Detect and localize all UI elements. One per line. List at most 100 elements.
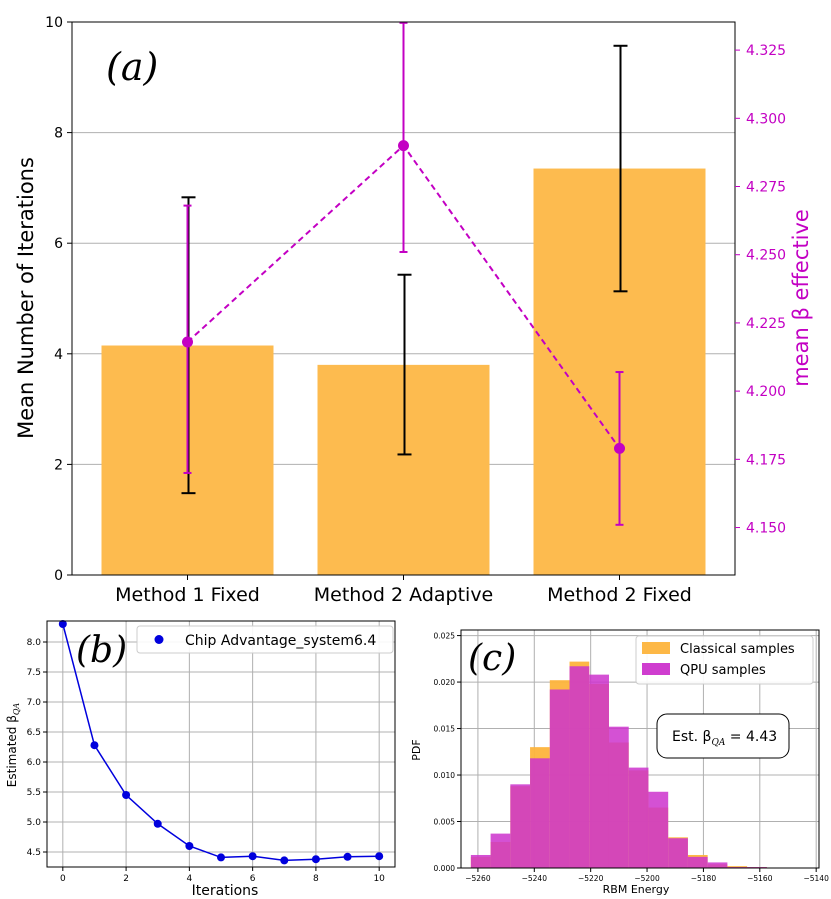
c-xtick-label-5: −5160 — [747, 874, 773, 883]
b-y-axis-ticks: 4.5 5.0 5.5 6.0 6.5 7.0 7.5 8.0 — [27, 638, 47, 858]
b-x-axis-label: Iterations — [192, 883, 259, 899]
a-rtick-label-7: 4.325 — [746, 43, 786, 59]
a-xtick-label-0: Method 1 Fixed — [115, 584, 260, 606]
c-hist-bar-qpu-3 — [530, 758, 550, 868]
b-legend-label: Chip Advantage_system6.4 — [185, 633, 376, 649]
b-xtick-label-2: 4 — [186, 874, 192, 884]
a-panel-label: (a) — [106, 45, 158, 89]
b-ytick-label-4: 6.5 — [27, 728, 41, 738]
b-legend: Chip Advantage_system6.4 — [136, 625, 394, 654]
b-ytick-label-7: 8.0 — [27, 638, 42, 648]
b-ytick-label-0: 4.5 — [27, 848, 41, 858]
c-hist-bar-qpu-2 — [510, 784, 531, 868]
c-hist-bar-qpu-10 — [668, 838, 688, 868]
a-ytick-label-0: 0 — [54, 568, 63, 584]
c-axes-frame — [460, 629, 820, 869]
a-right-axis-label: mean β effective — [789, 209, 813, 387]
a-beta-point-1 — [398, 140, 409, 152]
b-series-point-1 — [90, 741, 99, 750]
b-series-point-2 — [122, 791, 131, 799]
a-rtick-label-1: 4.175 — [746, 452, 786, 468]
c-hist-bar-qpu-9 — [648, 791, 669, 868]
b-ytick-label-2: 5.5 — [27, 788, 41, 798]
c-xtick-label-3: −5200 — [634, 874, 660, 883]
b-series-point-3 — [153, 819, 162, 828]
c-hist-bar-qpu-1 — [490, 833, 511, 868]
b-xtick-label-5: 10 — [373, 874, 385, 884]
a-rtick-label-4: 4.250 — [746, 248, 786, 264]
c-legend-label-classical: Classical samples — [680, 642, 795, 657]
c-legend-swatch-classical — [642, 642, 670, 654]
c-histograms — [470, 661, 767, 868]
c-hist-bar-qpu-12 — [707, 862, 728, 868]
b-axes-frame — [46, 620, 396, 868]
panel-a: 0 2 4 6 8 10 4.150 4.175 4.200 4.225 4.250 4.275 4.… — [14, 15, 813, 606]
b-x-axis-ticks: 0 2 4 6 8 10 — [60, 867, 385, 884]
b-series-point-10 — [375, 852, 384, 861]
panel-c: 0.000 0.005 0.010 0.015 0.020 0.025 −5260 −524… — [410, 629, 829, 896]
a-rtick-label-6: 4.300 — [746, 111, 786, 127]
c-y-axis-ticks: 0.000 0.005 0.010 0.015 0.020 0.025 — [434, 632, 461, 873]
b-series-point-0 — [58, 620, 67, 628]
a-beta-line — [182, 21, 625, 526]
a-rtick-label-5: 4.275 — [746, 180, 786, 196]
c-annotation: Est. βQA = 4.43 — [656, 713, 790, 759]
a-rtick-label-2: 4.200 — [746, 384, 786, 400]
c-legend-swatch-qpu — [642, 663, 670, 675]
c-annotation-pre: Est. β — [672, 729, 711, 745]
a-ytick-label-2: 4 — [54, 347, 63, 363]
a-ytick-label-3: 6 — [54, 236, 63, 252]
a-rtick-label-0: 4.150 — [746, 521, 786, 537]
a-ytick-label-1: 2 — [54, 457, 63, 473]
c-ytick-label-2: 0.010 — [434, 771, 456, 780]
b-series-point-4 — [185, 842, 194, 850]
a-ytick-label-4: 8 — [54, 126, 63, 142]
a-xtick-label-1: Method 2 Adaptive — [314, 584, 494, 606]
b-legend-box — [136, 625, 394, 654]
c-hist-bar-qpu-11 — [687, 856, 708, 868]
b-ytick-label-5: 7.0 — [27, 698, 42, 708]
c-hist-bar-qpu-0 — [470, 854, 491, 868]
a-beta-point-0 — [182, 336, 193, 348]
c-hist-bar-qpu-5 — [569, 666, 590, 868]
c-ytick-label-0: 0.000 — [434, 864, 456, 873]
c-hist-bar-qpu-8 — [628, 767, 649, 868]
c-annotation-text: Est. βQA = 4.43 — [672, 729, 777, 748]
b-xtick-label-1: 2 — [123, 874, 129, 884]
c-ytick-label-3: 0.015 — [434, 725, 456, 734]
b-ytick-label-1: 5.0 — [27, 818, 42, 828]
b-series-point-6 — [248, 852, 257, 861]
c-xtick-label-0: −5260 — [465, 874, 491, 883]
a-y-axis-label: Mean Number of Iterations — [14, 157, 38, 439]
c-legend-box — [635, 635, 814, 685]
b-panel-label: (b) — [76, 630, 127, 671]
c-panel-label: (c) — [468, 638, 516, 679]
c-xtick-label-1: −5240 — [522, 874, 548, 883]
a-rtick-label-3: 4.225 — [746, 316, 786, 332]
a-xtick-label-2: Method 2 Fixed — [547, 584, 692, 606]
c-xtick-label-4: −5180 — [691, 874, 717, 883]
b-y-axis-label-main: Estimated β — [5, 715, 19, 787]
a-ytick-label-5: 10 — [45, 15, 63, 31]
c-annotation-sub: QA — [711, 738, 725, 748]
c-ytick-label-4: 0.020 — [434, 678, 456, 687]
b-xtick-label-3: 6 — [250, 874, 256, 884]
b-ytick-label-6: 7.5 — [27, 668, 41, 678]
b-y-axis-label: Estimated βQA — [5, 703, 21, 788]
b-series-point-7 — [280, 856, 289, 865]
c-x-axis-ticks: −5260 −5240 −5220 −5200 −5180 −5160 −5140 — [465, 868, 829, 883]
c-annotation-box — [656, 713, 790, 759]
c-xtick-label-6: −5140 — [803, 874, 829, 883]
c-x-axis-label: RBM Energy — [603, 883, 670, 896]
a-beta-point-2 — [614, 442, 625, 454]
c-hist-bar-qpu-7 — [608, 726, 629, 868]
c-ytick-label-1: 0.005 — [434, 818, 456, 827]
b-legend-marker — [154, 635, 164, 644]
b-xtick-label-4: 8 — [313, 874, 319, 884]
b-series — [58, 620, 384, 865]
a-x-axis-ticks: Method 1 Fixed Method 2 Adaptive Method 2 … — [115, 575, 692, 606]
b-series-point-5 — [217, 853, 225, 862]
a-left-axis-ticks: 0 2 4 6 8 10 — [45, 15, 72, 584]
c-legend: Classical samples QPU samples — [635, 635, 814, 685]
